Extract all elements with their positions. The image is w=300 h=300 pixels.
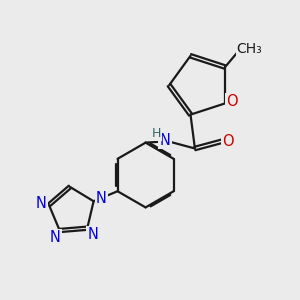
Text: N: N	[96, 190, 107, 206]
Text: H: H	[152, 128, 161, 140]
Text: N: N	[87, 227, 98, 242]
Text: CH₃: CH₃	[237, 43, 262, 56]
Text: N: N	[50, 230, 61, 245]
Text: N: N	[35, 196, 46, 211]
Text: N: N	[160, 133, 170, 148]
Text: O: O	[226, 94, 237, 110]
Text: O: O	[223, 134, 234, 149]
